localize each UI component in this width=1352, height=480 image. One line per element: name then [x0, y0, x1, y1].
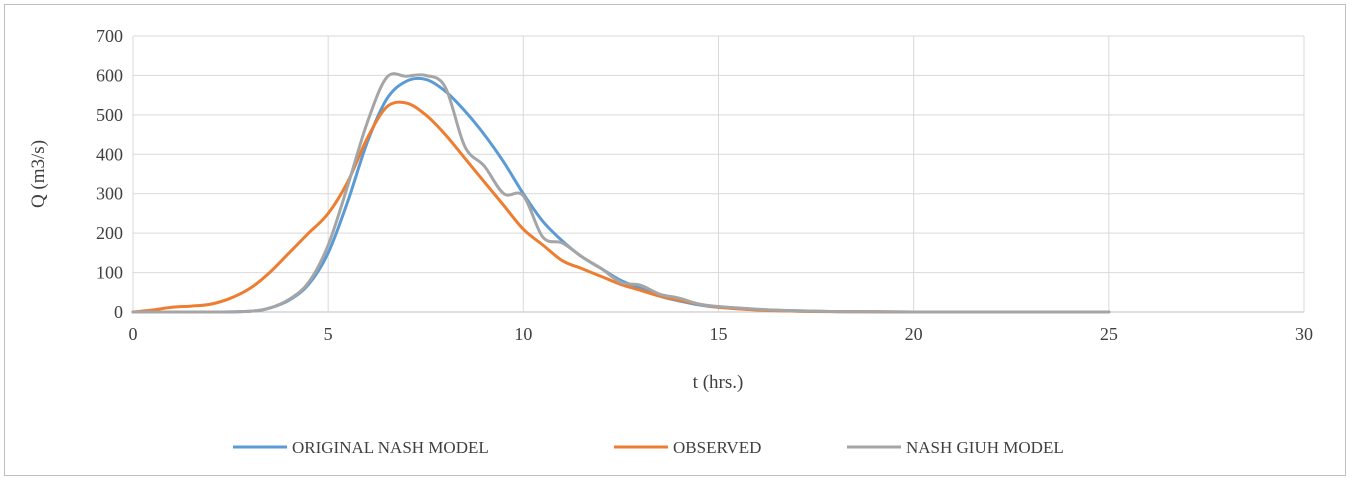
x-tick-label: 30 [1295, 324, 1313, 344]
series-line-1 [131, 76, 1111, 314]
y-axis-ticks: 0 100 200 300 400 500 600 700 [96, 26, 123, 322]
y-tick-label: 200 [96, 223, 123, 243]
y-axis-label: Q (m3/s) [28, 140, 49, 208]
y-tick-label: 700 [96, 26, 123, 46]
y-tick-label: 400 [96, 144, 123, 164]
legend-label-2: OBSERVED [673, 438, 761, 457]
legend: ORIGINAL NASH MODEL OBSERVED NASH GIUH MOD… [233, 438, 1064, 457]
x-axis-ticks: 0 5 10 15 20 25 30 [129, 324, 1314, 344]
x-tick-label: 0 [129, 324, 138, 344]
y-tick-label: 600 [96, 65, 123, 85]
chart-frame [4, 4, 1346, 476]
y-tick-label: 100 [96, 263, 123, 283]
y-tick-label: 300 [96, 184, 123, 204]
x-axis-label: t (hrs.) [693, 372, 744, 393]
y-tick-label: 0 [114, 302, 123, 322]
series-lines [131, 72, 1111, 314]
y-tick-label: 500 [96, 105, 123, 125]
x-tick-label: 5 [324, 324, 333, 344]
x-tick-label: 15 [710, 324, 728, 344]
x-tick-label: 25 [1100, 324, 1118, 344]
x-tick-label: 10 [514, 324, 532, 344]
gridlines [132, 35, 1305, 313]
series-line-3 [131, 72, 1111, 314]
legend-label-3: NASH GIUH MODEL [906, 438, 1064, 457]
x-tick-label: 20 [905, 324, 923, 344]
legend-label-1: ORIGINAL NASH MODEL [292, 438, 489, 457]
